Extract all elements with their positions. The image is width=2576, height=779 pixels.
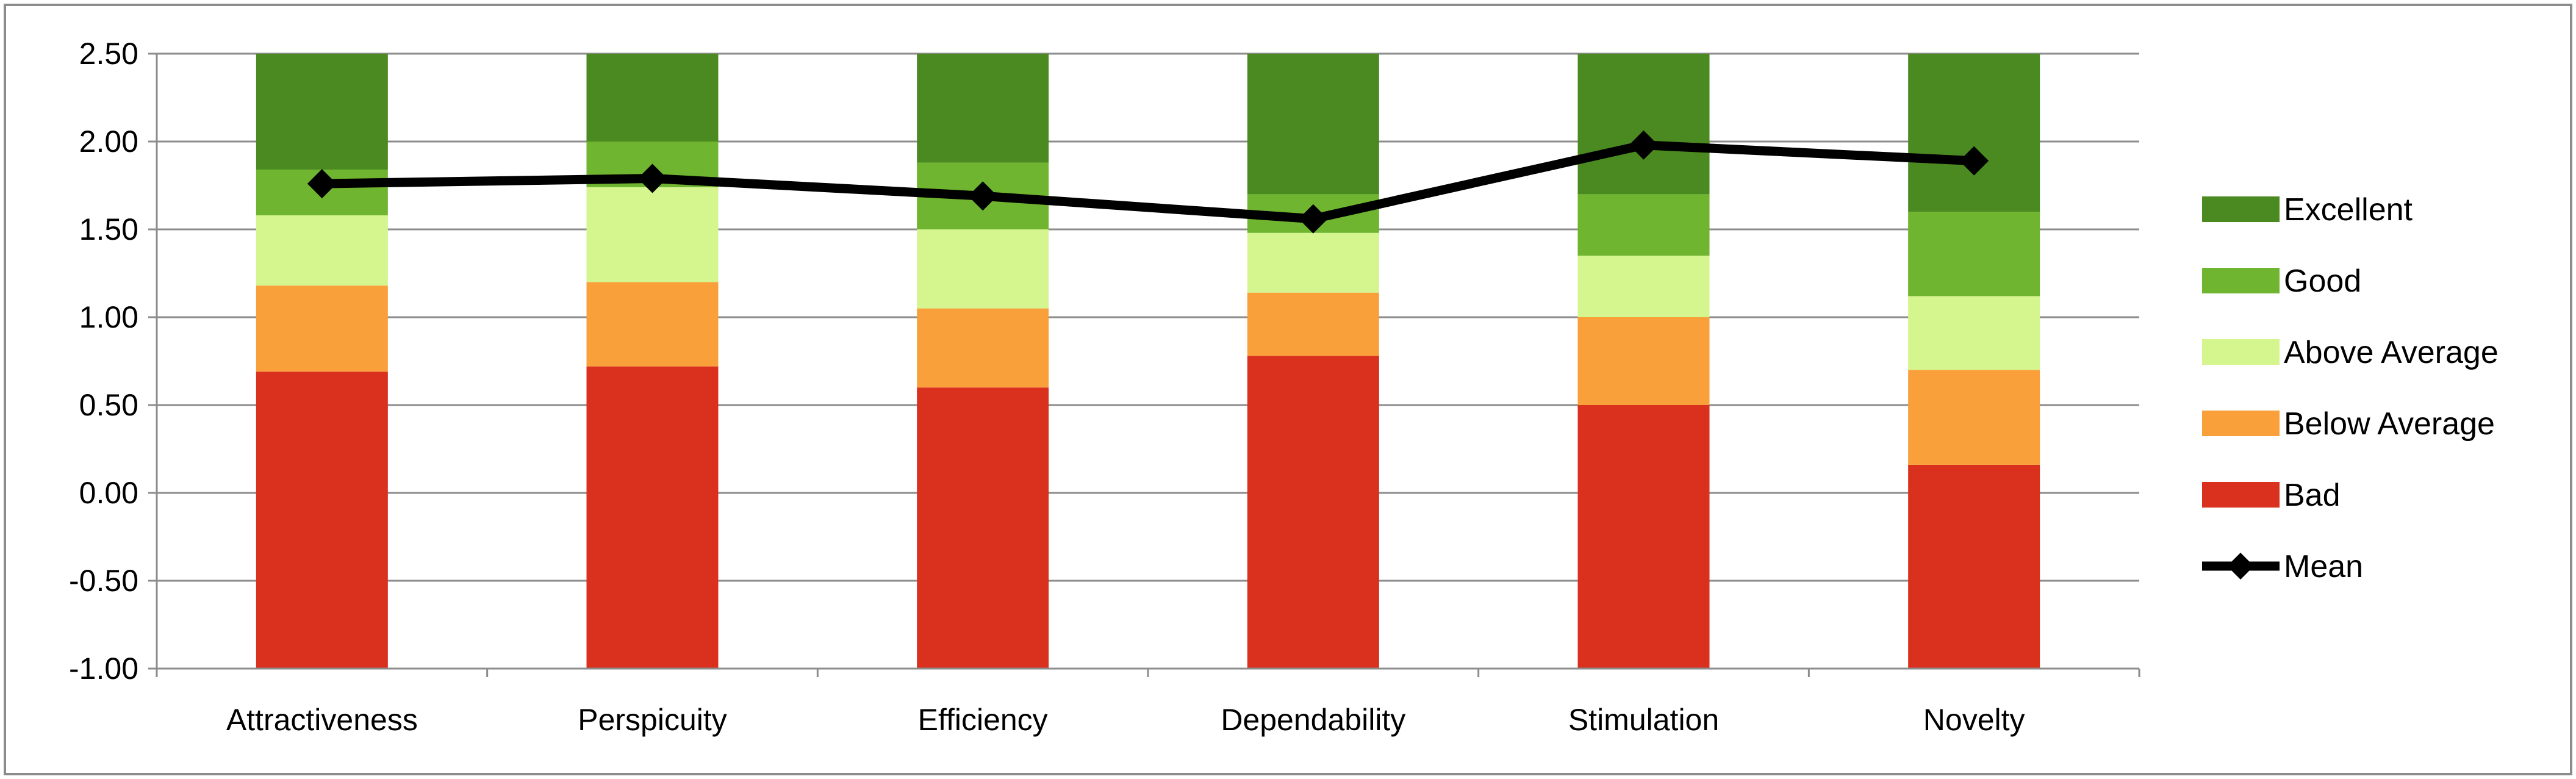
mean-point-efficiency bbox=[968, 181, 998, 211]
legend-label-mean: Mean bbox=[2284, 549, 2363, 584]
mean-point-stimulation bbox=[1629, 130, 1659, 160]
gridlines bbox=[157, 52, 2139, 670]
bar-segment-excellent-dependability bbox=[1247, 54, 1379, 195]
bar-segment-below-average-perspicuity bbox=[586, 282, 719, 367]
bar-segment-bad-attractiveness bbox=[256, 372, 388, 669]
legend-swatch-good bbox=[2202, 268, 2280, 293]
bar-segment-good-stimulation bbox=[1577, 194, 1710, 256]
y-tick-label: 0.50 bbox=[79, 388, 138, 422]
mean-point-dependability bbox=[1298, 204, 1328, 234]
legend-label-excellent: Excellent bbox=[2284, 192, 2413, 228]
legend-label-bad: Bad bbox=[2284, 478, 2341, 513]
mean-series-line bbox=[321, 140, 1975, 224]
bar-segment-excellent-attractiveness bbox=[256, 54, 388, 170]
legend-label-good: Good bbox=[2284, 264, 2361, 299]
legend-swatch-above-average bbox=[2202, 339, 2280, 365]
bar-segment-above-average-dependability bbox=[1247, 232, 1379, 293]
y-tick-label: -1.00 bbox=[69, 652, 138, 686]
x-tick-label: Efficiency bbox=[918, 703, 1048, 737]
bar-segment-bad-stimulation bbox=[1577, 405, 1710, 669]
x-tick-label: Novelty bbox=[1923, 703, 2025, 737]
mean-point-novelty bbox=[1959, 146, 1989, 176]
bar-segment-below-average-attractiveness bbox=[256, 285, 388, 372]
y-tick-label: 2.00 bbox=[79, 124, 138, 159]
bar-segment-bad-perspicuity bbox=[586, 366, 719, 669]
bar-segment-excellent-stimulation bbox=[1577, 54, 1710, 195]
bar-segment-above-average-stimulation bbox=[1577, 256, 1710, 317]
bar-segment-above-average-perspicuity bbox=[586, 187, 719, 282]
y-tick-label: 0.00 bbox=[79, 476, 138, 510]
bar-segment-above-average-efficiency bbox=[917, 229, 1049, 309]
legend-marker-mean bbox=[2227, 553, 2254, 580]
bar-segment-bad-novelty bbox=[1908, 464, 2040, 669]
y-tick-label: 2.50 bbox=[79, 37, 138, 71]
x-tick-label: Perspicuity bbox=[578, 703, 727, 737]
bar-segment-bad-dependability bbox=[1247, 356, 1379, 669]
legend-swatch-below-average bbox=[2202, 411, 2280, 436]
bar-segment-good-novelty bbox=[1908, 212, 2040, 296]
mean-point-perspicuity bbox=[637, 163, 667, 193]
bar-segment-below-average-novelty bbox=[1908, 370, 2040, 465]
bar-segment-excellent-efficiency bbox=[917, 54, 1049, 163]
bar-segment-below-average-dependability bbox=[1247, 292, 1379, 356]
bar-segment-above-average-novelty bbox=[1908, 296, 2040, 370]
y-tick-label: 1.00 bbox=[79, 300, 138, 334]
legend-swatch-excellent bbox=[2202, 196, 2280, 222]
x-tick-label: Stimulation bbox=[1568, 703, 1719, 737]
bar-segment-below-average-stimulation bbox=[1577, 317, 1710, 405]
bar-segment-bad-efficiency bbox=[917, 387, 1049, 669]
mean-line bbox=[307, 130, 1989, 234]
legend-label-above-average: Above Average bbox=[2284, 335, 2499, 370]
legend: Excellent Good Above Average Below Average B… bbox=[2202, 192, 2499, 584]
bar-segment-below-average-efficiency bbox=[917, 308, 1049, 388]
bar-segment-excellent-perspicuity bbox=[586, 54, 719, 142]
bar-segment-excellent-novelty bbox=[1908, 54, 2040, 212]
x-tick-label: Dependability bbox=[1221, 703, 1405, 737]
x-tick-label: Attractiveness bbox=[226, 703, 418, 737]
y-tick-label: -0.50 bbox=[69, 564, 138, 598]
y-tick-label: 1.50 bbox=[79, 212, 138, 246]
mean-point-attractiveness bbox=[307, 169, 337, 199]
legend-swatch-bad bbox=[2202, 482, 2280, 508]
bar-segment-above-average-attractiveness bbox=[256, 215, 388, 286]
axes: 2.50 2.00 1.50 1.00 0.50 0.00 -0.50 -1.00 Attrac… bbox=[69, 37, 2140, 737]
legend-label-below-average: Below Average bbox=[2284, 406, 2495, 442]
